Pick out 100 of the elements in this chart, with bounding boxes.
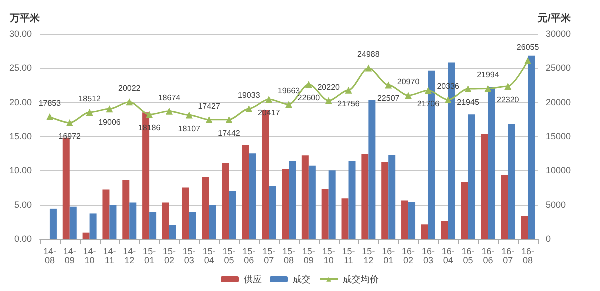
bar — [150, 212, 157, 239]
bar — [382, 162, 389, 239]
x-tick-label: 16-04 — [442, 246, 455, 266]
bar — [90, 214, 97, 239]
data-label: 24988 — [358, 50, 380, 60]
point — [365, 64, 372, 72]
bar — [209, 206, 216, 239]
bar — [322, 189, 329, 239]
x-tick-label: 14-10 — [83, 246, 96, 266]
y2-tick-label: 20000 — [546, 97, 572, 108]
y2-tick-label: 0 — [546, 234, 552, 244]
point — [66, 120, 74, 127]
y-tick-label: 5.00 — [14, 200, 32, 210]
bar — [189, 212, 196, 239]
point — [484, 85, 492, 92]
bar — [501, 175, 508, 239]
legend-label: 供应 — [244, 274, 262, 284]
point — [246, 105, 253, 112]
bar — [481, 134, 488, 239]
bar — [102, 190, 110, 239]
x-tick-label: 15-09 — [302, 246, 316, 266]
bar — [242, 145, 250, 239]
point — [345, 86, 352, 94]
y-tick-label: 20.00 — [9, 97, 32, 108]
x-tick-label: 16-07 — [502, 246, 515, 266]
x-tick-label: 16-02 — [402, 246, 416, 266]
data-label: 22600 — [298, 94, 321, 103]
point — [405, 92, 412, 100]
x-tick-label: 14-11 — [103, 246, 116, 266]
bar — [182, 188, 190, 239]
legend-label: 成交均价 — [343, 274, 379, 284]
point — [524, 57, 532, 64]
data-label: 18512 — [78, 94, 102, 104]
point — [126, 98, 134, 106]
bar — [368, 100, 376, 239]
data-label: 21945 — [457, 98, 480, 108]
data-label: 19006 — [98, 118, 122, 128]
bar — [302, 156, 309, 239]
data-label: 20022 — [118, 84, 142, 94]
data-label: 17442 — [218, 128, 241, 138]
point — [464, 86, 472, 93]
y-tick-label: 30.00 — [9, 29, 32, 39]
bar — [62, 138, 70, 239]
bar — [162, 202, 170, 239]
data-label: 20220 — [318, 82, 341, 92]
legend-label: 成交 — [293, 274, 311, 284]
data-label: 16972 — [58, 132, 82, 142]
point — [424, 87, 432, 94]
data-label: 18107 — [178, 124, 202, 134]
bar — [528, 56, 536, 239]
point — [166, 108, 173, 115]
point — [444, 96, 452, 104]
x-tick-label: 15-02 — [162, 246, 176, 266]
data-label: 17853 — [38, 99, 62, 108]
data-label: 19033 — [238, 90, 261, 100]
point — [146, 111, 154, 118]
bar — [222, 163, 230, 239]
bar — [421, 224, 428, 239]
bar — [408, 202, 416, 239]
y-axis-title: 万平米 — [9, 12, 41, 24]
x-tick-label: 15-01 — [143, 246, 156, 266]
bar — [229, 191, 236, 239]
bar — [169, 225, 176, 239]
y-tick-label: 15.00 — [9, 132, 32, 142]
x-tick-label: 15-08 — [282, 246, 296, 266]
data-label: 21994 — [477, 70, 500, 80]
bar — [308, 166, 316, 239]
bar — [402, 200, 409, 239]
y-tick-label: 25.00 — [9, 63, 32, 74]
y-tick-label: 0.00 — [14, 234, 32, 244]
x-tick-label: 15-07 — [262, 246, 276, 266]
data-label: 22320 — [496, 95, 520, 104]
point — [106, 106, 114, 113]
point — [206, 116, 213, 124]
bar — [521, 216, 528, 239]
data-label: 22507 — [377, 94, 400, 104]
point — [266, 96, 273, 103]
point — [226, 116, 233, 124]
point — [286, 101, 292, 108]
bar — [269, 186, 276, 239]
y2-tick-label: 10000 — [546, 166, 572, 176]
y-tick-label: 10.00 — [9, 166, 32, 176]
bar — [441, 221, 448, 239]
x-tick-label: 15-10 — [322, 246, 336, 266]
bar — [70, 206, 77, 239]
x-tick-label: 16-08 — [522, 246, 535, 266]
bar — [488, 87, 496, 239]
x-tick-label: 15-04 — [202, 246, 216, 266]
bar — [362, 154, 369, 239]
data-label: 20970 — [397, 78, 420, 87]
x-tick-label: 14-08 — [43, 246, 56, 266]
x-tick-label: 16-05 — [462, 246, 475, 266]
x-tick-label: 16-06 — [482, 246, 495, 266]
x-tick-label: 16-01 — [382, 246, 396, 266]
y2-tick-label: 25000 — [546, 63, 572, 74]
bar — [461, 182, 468, 239]
x-tick-label: 15-06 — [242, 246, 256, 266]
data-label: 18674 — [158, 93, 182, 102]
bar — [289, 161, 296, 239]
y2-tick-label: 30000 — [546, 29, 572, 39]
